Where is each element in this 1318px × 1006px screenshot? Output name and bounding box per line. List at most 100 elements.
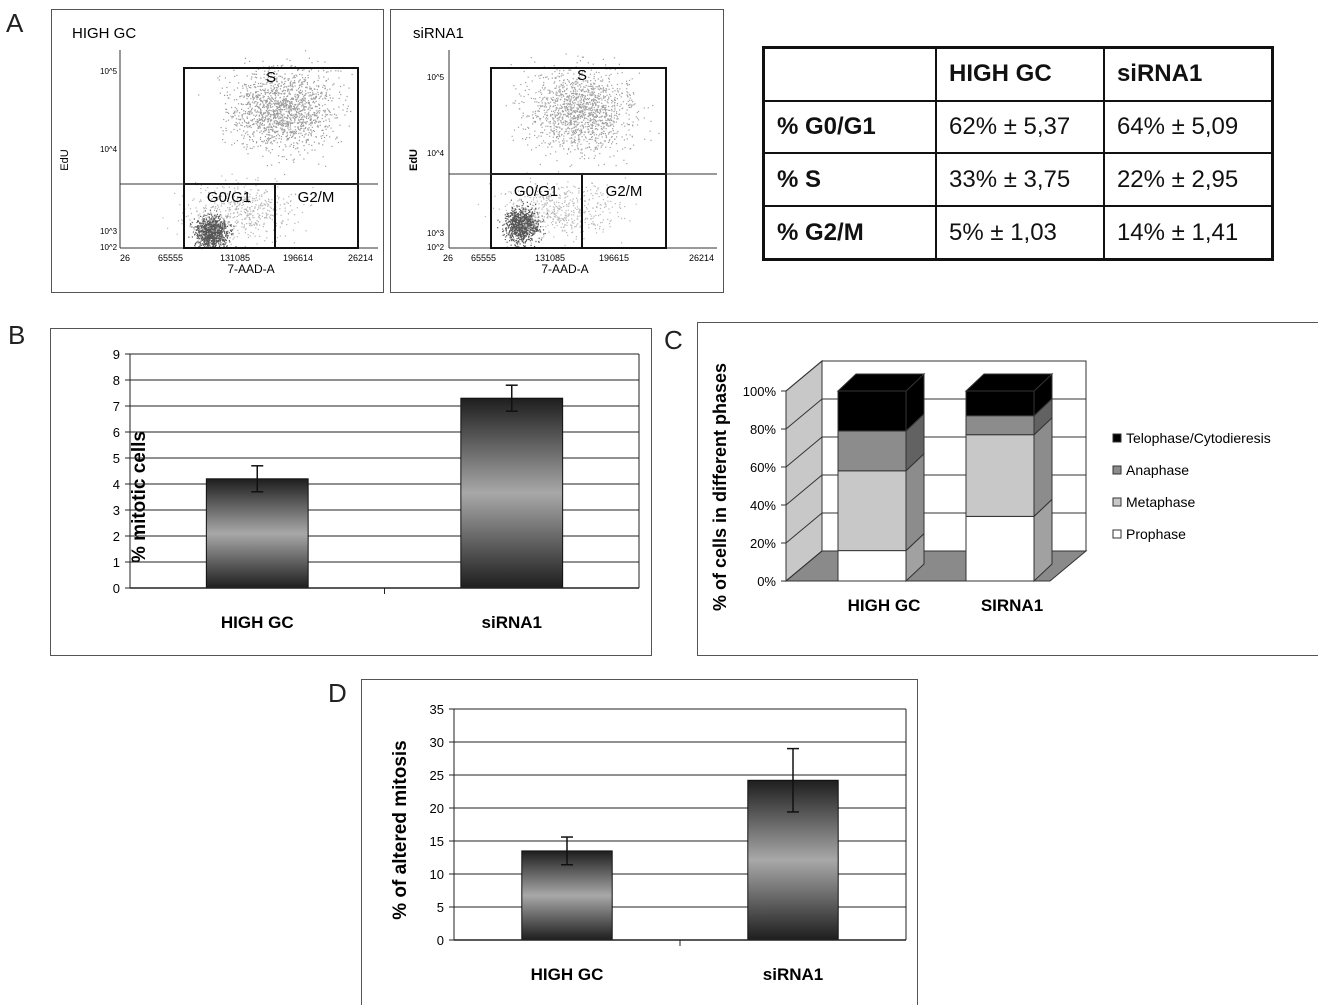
scatter-dot [312,94,313,95]
scatter-dot [220,236,221,237]
scatter-dot [289,137,290,138]
scatter-dot [580,96,581,97]
scatter-dot [579,130,580,131]
scatter-dot [299,104,300,105]
scatter-dot [286,159,287,160]
scatter-dot [262,156,263,157]
scatter-dot [325,81,326,82]
scatter-dot [596,72,597,73]
scatter-dot [597,138,598,139]
scatter-dot [609,110,610,111]
scatter-dot [592,131,593,132]
scatter-dot [611,102,612,103]
scatter-dot [262,107,263,108]
scatter-dot [279,208,280,209]
scatter-dot [225,128,226,129]
scatter-dot [528,206,529,207]
scatter-dot [249,209,250,210]
scatter-dot [209,227,210,228]
scatter-dot [257,213,258,214]
scatter-dot [246,86,247,87]
scatter-dot [555,101,556,102]
scatter-dot [575,90,576,91]
scatter-dot [258,229,259,230]
scatter-dot [299,140,300,141]
scatter-dot [324,110,325,111]
scatter-dot [512,219,513,220]
scatter-dot [196,242,197,243]
scatter-dot [256,115,257,116]
scatter-dot [599,113,600,114]
scatter-dot [570,106,571,107]
scatter-dot [201,238,202,239]
scatter-dot [555,94,556,95]
scatter-dot [590,92,591,93]
scatter-dot [323,156,324,157]
scatter-dot [266,140,267,141]
scatter-dot [511,233,512,234]
scatter-dot [203,229,204,230]
scatter-dot [218,224,219,225]
scatter-dot [573,83,574,84]
scatter-dot [529,134,530,135]
scatter-dot [203,220,204,221]
scatter-dot [563,75,564,76]
scatter-dot [245,58,246,59]
scatter-dot [512,223,513,224]
scatter-dot [584,158,585,159]
scatter-dot [291,137,292,138]
scatter-dot [234,90,235,91]
scatter-dot [255,204,256,205]
scatter-dot [291,113,292,114]
scatter-dot [519,93,520,94]
scatter-dot [268,98,269,99]
scatter-dot [581,106,582,107]
scatter-dot [316,106,317,107]
scatter-dot [235,226,236,227]
scatter-dot [277,121,278,122]
scatter-dot [237,140,238,141]
scatter-dot [285,81,286,82]
scatter-dot [521,231,522,232]
scatter-dot [528,239,529,240]
scatter-dot [304,149,305,150]
scatter-dot [518,216,519,217]
scatter-dot [542,87,543,88]
scatter-dot [553,118,554,119]
scatter-dot [573,115,574,116]
scatter-dot [322,135,323,136]
scatter-dot [211,216,212,217]
scatter-dot [627,94,628,95]
scatter-dot [223,244,224,245]
scatter-dot [233,228,234,229]
scatter-dot [534,232,535,233]
scatter-dot [265,200,266,201]
scatter-dot [241,135,242,136]
scatter-dot [267,206,268,207]
scatter-dot [608,106,609,107]
scatter-dot [259,236,260,237]
scatter-dot [249,207,250,208]
scatter-dot [633,122,634,123]
scatter-dot [290,89,291,90]
scatter-dot [539,97,540,98]
scatter-dot [261,130,262,131]
scatter-dot [533,221,534,222]
scatter-dot [529,89,530,90]
scatter-dot [308,100,309,101]
scatter-dot [316,101,317,102]
scatter-dot [530,240,531,241]
scatter-dot [556,95,557,96]
scatter-dot [204,215,205,216]
scatter-dot [548,90,549,91]
scatter-dot [315,120,316,121]
scatter-dot [259,126,260,127]
scatter-dot [292,99,293,100]
scatter-dot [538,230,539,231]
scatter-dot [619,109,620,110]
scatter-dot [605,110,606,111]
scatter-dot [243,104,244,105]
scatter-dot [225,234,226,235]
scatter-dot [274,123,275,124]
scatter-dot [238,214,239,215]
